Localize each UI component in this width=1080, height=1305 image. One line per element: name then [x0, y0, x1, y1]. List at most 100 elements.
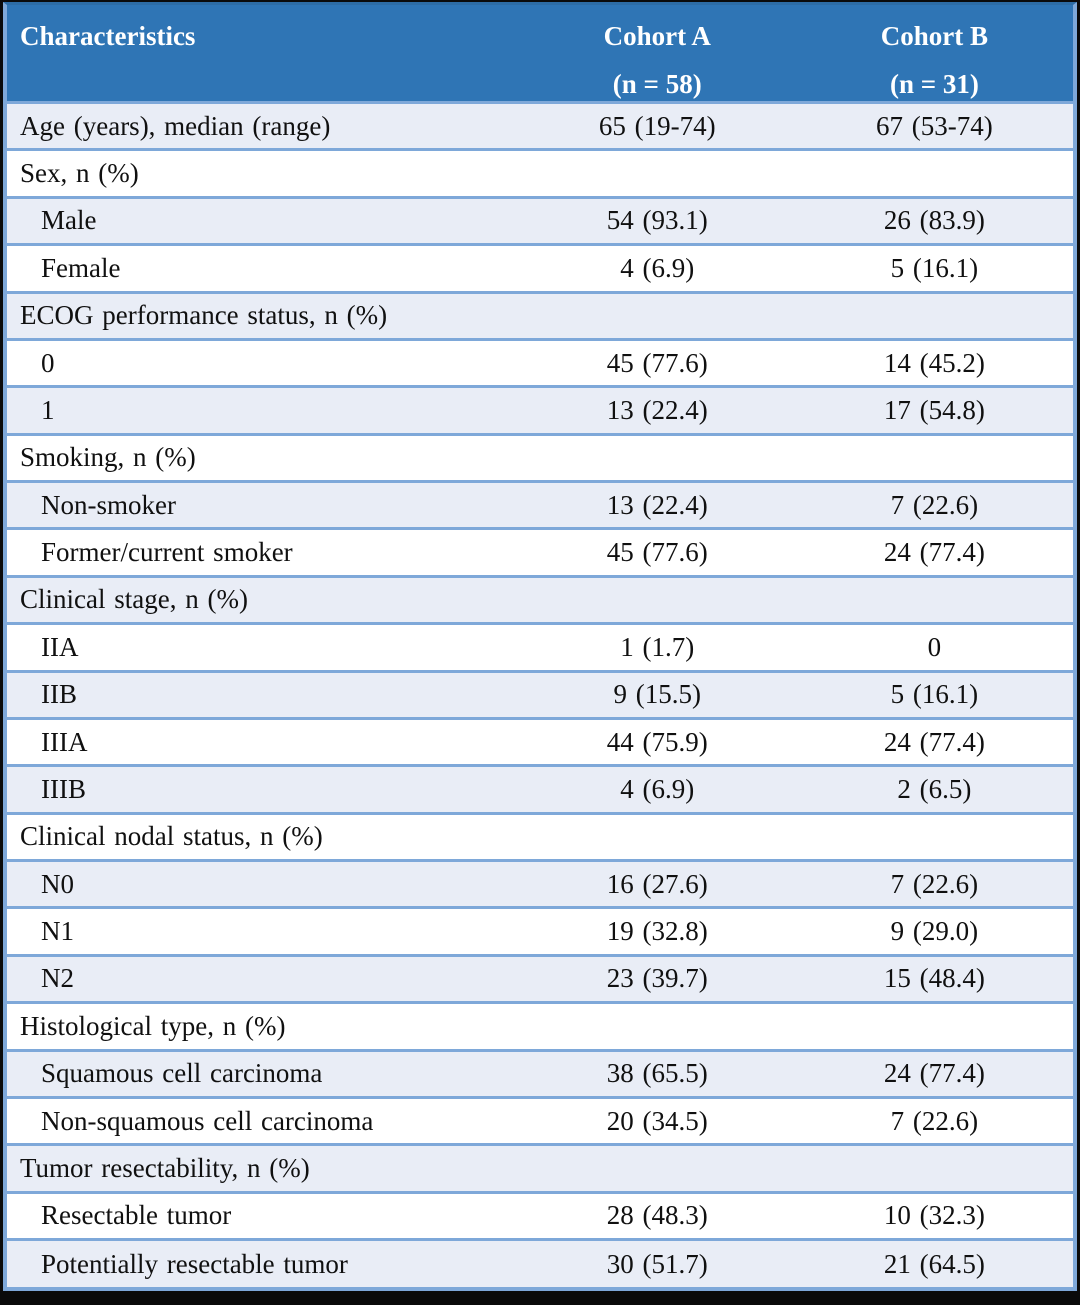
cohort-a-value: 9 (15.5) [518, 669, 796, 719]
row-label: Tumor resectability, n (%) [7, 1143, 519, 1193]
cohort-a-sample-size: (n = 58) [612, 69, 702, 99]
row-label: Sex, n (%) [7, 148, 519, 198]
table-frame: Characteristics Cohort A (n = 58) Cohort… [3, 2, 1077, 1291]
row-label: N0 [7, 858, 519, 908]
cohort-a-value: 4 (6.9) [518, 764, 796, 814]
cohort-b-value: 10 (32.3) [795, 1190, 1073, 1240]
cohort-b-value: 5 (16.1) [795, 243, 1073, 292]
cohort-b-value [795, 432, 1073, 482]
row-label: Squamous cell carcinoma [7, 1048, 519, 1098]
table-row: Squamous cell carcinoma 38 (65.5) 24 (77… [7, 1048, 1073, 1098]
row-label: N2 [7, 953, 519, 1003]
column-header-characteristics: Characteristics [7, 5, 519, 103]
cohort-a-value: 28 (48.3) [518, 1190, 796, 1240]
table-row: Clinical nodal status, n (%) [7, 811, 1073, 861]
column-header-cohort-a: Cohort A (n = 58) [518, 5, 796, 103]
table-row: 0 45 (77.6) 14 (45.2) [7, 337, 1073, 387]
row-label: Histological type, n (%) [7, 1001, 519, 1050]
cohort-b-name: Cohort B [880, 21, 989, 51]
row-label: 0 [7, 337, 519, 387]
patient-characteristics-table: Characteristics Cohort A (n = 58) Cohort… [7, 5, 1073, 1287]
row-label: Potentially resectable tumor [7, 1238, 519, 1287]
cohort-a-value: 38 (65.5) [518, 1048, 796, 1098]
row-label: Resectable tumor [7, 1190, 519, 1240]
cohort-a-value [518, 290, 796, 340]
table-row: Sex, n (%) [7, 148, 1073, 198]
row-label: Clinical stage, n (%) [7, 574, 519, 624]
table-row: N1 19 (32.8) 9 (29.0) [7, 906, 1073, 956]
row-label: N1 [7, 906, 519, 956]
cohort-b-value [795, 148, 1073, 198]
cohort-a-value: 54 (93.1) [518, 195, 796, 245]
row-label: Former/current smoker [7, 527, 519, 577]
cohort-b-value: 2 (6.5) [795, 764, 1073, 814]
row-label: IIA [7, 622, 519, 671]
cohort-b-value: 67 (53-74) [795, 100, 1073, 150]
cohort-b-value: 26 (83.9) [795, 195, 1073, 245]
table-row: N0 16 (27.6) 7 (22.6) [7, 858, 1073, 908]
table-row: Male 54 (93.1) 26 (83.9) [7, 195, 1073, 245]
cohort-b-value [795, 290, 1073, 340]
table-row: ECOG performance status, n (%) [7, 290, 1073, 340]
cohort-b-value: 9 (29.0) [795, 906, 1073, 956]
cohort-a-value [518, 148, 796, 198]
cohort-a-value: 44 (75.9) [518, 716, 796, 766]
cohort-b-value [795, 1143, 1073, 1193]
cohort-b-value [795, 1001, 1073, 1050]
table-row: IIIA 44 (75.9) 24 (77.4) [7, 716, 1073, 766]
cohort-a-value: 30 (51.7) [518, 1238, 796, 1287]
cohort-a-value [518, 811, 796, 861]
table-row: Resectable tumor 28 (48.3) 10 (32.3) [7, 1190, 1073, 1240]
row-label: IIIB [7, 764, 519, 814]
cohort-b-value: 5 (16.1) [795, 669, 1073, 719]
cohort-a-value: 65 (19-74) [518, 100, 796, 150]
row-label: Male [7, 195, 519, 245]
cohort-a-value: 45 (77.6) [518, 527, 796, 577]
cohort-a-value: 16 (27.6) [518, 858, 796, 908]
cohort-b-value: 7 (22.6) [795, 858, 1073, 908]
cohort-a-value: 13 (22.4) [518, 385, 796, 435]
table-row: Histological type, n (%) [7, 1001, 1073, 1050]
row-label: Non-smoker [7, 479, 519, 529]
cohort-b-value: 14 (45.2) [795, 337, 1073, 387]
row-label: Female [7, 243, 519, 292]
characteristics-header-label: Characteristics [20, 21, 196, 51]
table-row: Age (years), median (range) 65 (19-74) 6… [7, 100, 1073, 150]
row-label: IIIA [7, 716, 519, 766]
cohort-b-value: 21 (64.5) [795, 1238, 1073, 1287]
cohort-a-name: Cohort A [603, 21, 711, 51]
table-row: Tumor resectability, n (%) [7, 1143, 1073, 1193]
cohort-b-value [795, 811, 1073, 861]
header-row: Characteristics Cohort A (n = 58) Cohort… [7, 5, 1073, 103]
cohort-b-value: 24 (77.4) [795, 716, 1073, 766]
cohort-a-value: 13 (22.4) [518, 479, 796, 529]
cohort-b-value: 17 (54.8) [795, 385, 1073, 435]
row-label: 1 [7, 385, 519, 435]
table-row: Smoking, n (%) [7, 432, 1073, 482]
cohort-a-value [518, 432, 796, 482]
cohort-b-value: 7 (22.6) [795, 1095, 1073, 1145]
cohort-b-value: 24 (77.4) [795, 527, 1073, 577]
table-body: Age (years), median (range) 65 (19-74) 6… [7, 100, 1073, 1287]
cohort-b-value: 7 (22.6) [795, 479, 1073, 529]
cohort-a-value: 1 (1.7) [518, 622, 796, 671]
row-label: IIB [7, 669, 519, 719]
table-header: Characteristics Cohort A (n = 58) Cohort… [7, 5, 1073, 103]
cohort-a-value [518, 1001, 796, 1050]
table-row: IIB 9 (15.5) 5 (16.1) [7, 669, 1073, 719]
cohort-b-value: 0 [795, 622, 1073, 671]
table-row: Non-squamous cell carcinoma 20 (34.5) 7 … [7, 1095, 1073, 1145]
table-row: 1 13 (22.4) 17 (54.8) [7, 385, 1073, 435]
cohort-a-value: 45 (77.6) [518, 337, 796, 387]
cohort-a-value [518, 574, 796, 624]
row-label: Clinical nodal status, n (%) [7, 811, 519, 861]
table-row: Clinical stage, n (%) [7, 574, 1073, 624]
cohort-a-value: 20 (34.5) [518, 1095, 796, 1145]
table-row: N2 23 (39.7) 15 (48.4) [7, 953, 1073, 1003]
cohort-b-sample-size: (n = 31) [889, 69, 979, 99]
table-row: IIIB 4 (6.9) 2 (6.5) [7, 764, 1073, 814]
row-label: Smoking, n (%) [7, 432, 519, 482]
cohort-b-value [795, 574, 1073, 624]
row-label: Age (years), median (range) [7, 100, 519, 150]
